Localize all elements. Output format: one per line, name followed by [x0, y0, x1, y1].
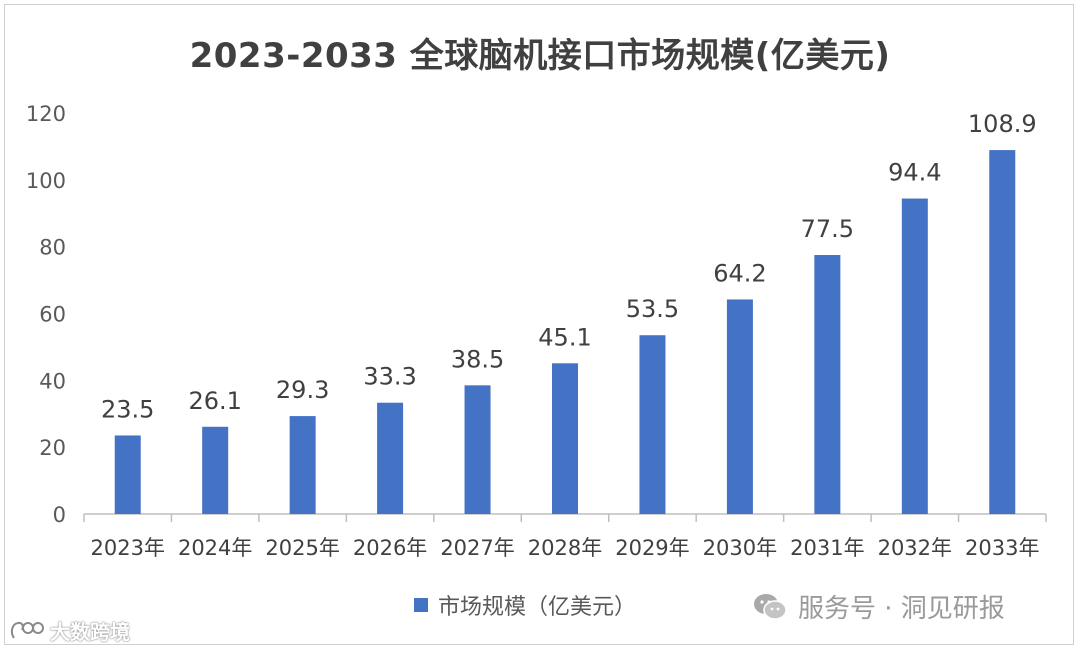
- bar-value-label: 23.5: [101, 395, 154, 423]
- watermark: 大数跨境: [8, 616, 130, 645]
- data-labels: 23.5 26.1 29.3 33.3 38.5 45.1 53.5 64.2 77.5 94.4…: [101, 110, 1037, 423]
- y-tick-label: 100: [26, 169, 66, 193]
- x-tick-label: 2031年: [790, 536, 864, 560]
- bar-value-label: 33.3: [363, 363, 416, 391]
- bar: [726, 299, 753, 514]
- y-tick-label: 60: [39, 303, 66, 327]
- wechat-attribution: 服务号 · 洞见研报: [752, 588, 1005, 625]
- bar-value-label: 53.5: [626, 295, 679, 323]
- watermark-label: 大数跨境: [50, 620, 130, 644]
- legend-swatch: [414, 598, 428, 612]
- y-axis-labels: 0 20 40 60 80 100 120: [26, 102, 66, 527]
- x-tick-label: 2030年: [703, 536, 777, 560]
- bar-value-label: 45.1: [538, 323, 591, 351]
- bar: [464, 385, 491, 514]
- y-tick-label: 120: [26, 102, 66, 126]
- wechat-label: 服务号 · 洞见研报: [798, 594, 1005, 624]
- x-tick-label: 2027年: [440, 536, 514, 560]
- bar: [901, 198, 928, 514]
- y-tick-label: 80: [39, 236, 66, 260]
- bar: [989, 150, 1016, 514]
- bar-value-label: 77.5: [801, 215, 854, 243]
- bar: [202, 426, 229, 514]
- bar-value-label: 64.2: [713, 259, 766, 287]
- bars: [114, 150, 1016, 515]
- legend: 市场规模（亿美元）: [414, 592, 637, 620]
- x-tick-label: 2028年: [528, 536, 602, 560]
- bar: [114, 435, 141, 514]
- chart-frame: [4, 4, 1074, 645]
- x-tick-label: 2025年: [265, 536, 339, 560]
- x-tick-label: 2033年: [965, 536, 1039, 560]
- x-tick-label: 2023年: [91, 536, 165, 560]
- x-tick-label: 2024年: [178, 536, 252, 560]
- legend-label: 市场规模（亿美元）: [438, 595, 637, 620]
- bar-value-label: 94.4: [888, 159, 941, 187]
- y-tick-label: 0: [53, 503, 66, 527]
- watermark-logo-icon: [10, 621, 44, 639]
- wechat-icon: [754, 593, 787, 620]
- bar-value-label: 108.9: [968, 110, 1037, 138]
- y-tick-label: 20: [39, 436, 66, 460]
- bar-value-label: 26.1: [188, 387, 241, 415]
- x-tick-label: 2029年: [615, 536, 689, 560]
- chart-title: 2023-2033 全球脑机接口市场规模(亿美元): [189, 36, 891, 76]
- bar: [289, 416, 316, 514]
- bar: [814, 255, 841, 515]
- x-tick-label: 2026年: [353, 536, 427, 560]
- y-tick-label: 40: [39, 369, 66, 393]
- x-tick-label: 2032年: [878, 536, 952, 560]
- bar: [552, 363, 578, 514]
- x-tick-labels: 2023年 2024年 2025年 2026年 2027年 2028年 2029年 2030年…: [91, 536, 1040, 560]
- bar-value-label: 38.5: [451, 345, 504, 373]
- bar: [377, 402, 404, 514]
- bar: [639, 335, 666, 514]
- bar-value-label: 29.3: [276, 376, 329, 404]
- x-axis: [83, 513, 1047, 522]
